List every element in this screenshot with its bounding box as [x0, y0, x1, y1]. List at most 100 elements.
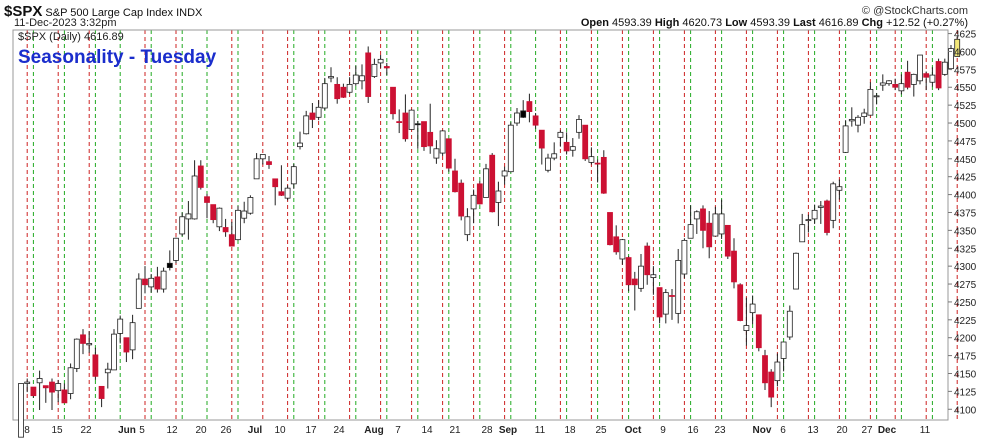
candle	[30, 386, 37, 398]
candle	[235, 206, 241, 241]
candle-body	[36, 378, 43, 384]
candle-body	[470, 194, 477, 210]
candle-body	[365, 52, 372, 97]
candle-body	[514, 112, 520, 124]
candle	[111, 329, 117, 371]
x-tick-label: Jul	[248, 425, 263, 436]
candle	[811, 204, 818, 224]
candle	[439, 130, 446, 156]
candle	[780, 341, 787, 372]
candle-body	[489, 154, 496, 213]
candle	[762, 349, 768, 390]
candle	[526, 93, 533, 123]
candle-body	[526, 101, 533, 112]
candle	[191, 160, 198, 220]
candle-body	[142, 278, 148, 286]
candle	[743, 297, 750, 346]
x-tick-label: 20	[195, 425, 207, 436]
candle	[941, 58, 948, 76]
y-tick-label: 4575	[954, 65, 977, 76]
candle	[514, 108, 520, 126]
open-value: 4593.39	[612, 17, 652, 29]
x-tick-label: 18	[564, 425, 576, 436]
candle-body	[483, 168, 489, 198]
candle	[867, 82, 874, 116]
candle	[272, 178, 279, 206]
candle-body	[123, 337, 130, 353]
x-tick-label: Oct	[625, 425, 642, 436]
candle	[55, 379, 62, 403]
chg-value: +12.52 (+0.27%)	[886, 17, 968, 29]
candle	[408, 109, 415, 130]
candle-body	[532, 115, 539, 126]
y-tick-label: 4550	[954, 83, 977, 94]
candle-body	[55, 383, 62, 392]
candle	[458, 179, 465, 221]
candle-body	[588, 156, 595, 163]
candle	[755, 314, 762, 352]
candle-body	[824, 200, 830, 233]
candle	[489, 153, 496, 213]
candle	[166, 250, 173, 271]
candle-body	[86, 343, 93, 346]
candle-body	[346, 83, 353, 93]
candle	[73, 338, 80, 373]
y-tick-label: 4325	[954, 244, 977, 255]
candle-body	[377, 58, 384, 64]
candle-body	[73, 338, 80, 369]
candle-body	[873, 95, 880, 98]
candle-body	[755, 314, 762, 349]
candle	[625, 256, 632, 292]
candle-body	[464, 216, 471, 236]
candle	[855, 115, 861, 133]
candle	[731, 238, 737, 289]
x-tick-label: 14	[421, 425, 433, 436]
candle-body	[328, 76, 334, 79]
candle	[786, 305, 793, 340]
candle-body	[557, 131, 564, 138]
candle	[706, 211, 713, 259]
candle-body	[197, 165, 204, 188]
candle-body	[30, 386, 37, 397]
candle-body	[706, 222, 713, 248]
low-label: Low	[725, 17, 748, 29]
candle-body	[576, 119, 582, 133]
candle	[42, 385, 49, 403]
candle	[352, 65, 359, 86]
candle-body	[619, 239, 626, 260]
candle	[557, 130, 564, 147]
candle-body	[501, 170, 508, 177]
candle-body	[811, 209, 818, 220]
candle-body	[693, 211, 700, 220]
candle	[917, 54, 923, 85]
candle-body	[458, 182, 465, 217]
candle	[210, 204, 217, 224]
candle	[390, 86, 396, 120]
candle-body	[173, 237, 179, 261]
candle	[644, 242, 651, 285]
candle-body	[675, 260, 682, 314]
candle	[259, 154, 266, 165]
candle-body	[135, 278, 142, 309]
candle	[737, 283, 744, 322]
chart-datetime: 11-Dec-2023 3:32pm	[14, 17, 117, 29]
candle-body	[185, 213, 192, 220]
candle	[675, 248, 682, 324]
candle	[892, 78, 899, 91]
candle	[520, 100, 527, 119]
last-label: Last	[793, 17, 816, 29]
candle	[365, 46, 372, 103]
candle	[197, 160, 204, 190]
candle-body	[408, 109, 415, 130]
candle	[290, 163, 297, 189]
candle	[836, 179, 843, 200]
candle-body	[160, 270, 167, 290]
candle-body	[352, 74, 359, 85]
candle-body	[18, 383, 24, 438]
candle	[328, 67, 334, 83]
candle	[340, 83, 347, 98]
candle-body	[724, 224, 731, 257]
candle	[359, 64, 365, 90]
candle	[848, 107, 855, 127]
candle-body	[104, 368, 111, 374]
